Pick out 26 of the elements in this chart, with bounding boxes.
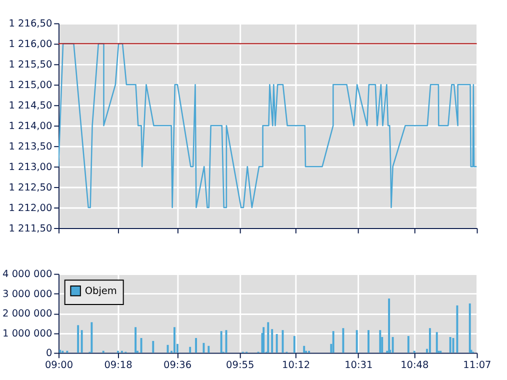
y-tick-label: 1 000 000 <box>2 328 52 340</box>
y-tick-label: 1 215,00 <box>8 80 52 92</box>
y-tick-label: 1 216,00 <box>8 39 52 50</box>
y-tick-label: 1 212,50 <box>8 182 52 194</box>
line-series <box>58 43 477 208</box>
y-tick-label: 3 000 000 <box>2 288 52 300</box>
y-tick-label: 1 214,00 <box>8 121 52 132</box>
y-tick-label: 1 215,50 <box>8 60 52 71</box>
y-tick-label: 1 212,00 <box>8 202 52 214</box>
x-tick-label: 10:48 <box>400 360 429 371</box>
x-tick-label: 09:55 <box>226 360 254 371</box>
y-tick-label: 1 216,50 <box>8 18 52 30</box>
x-tick-label: 11:07 <box>463 360 492 371</box>
y-tick-label: 1 211,50 <box>8 223 52 234</box>
y-tick-label: 1 213,00 <box>8 162 52 173</box>
legend-label: Objem <box>84 286 117 297</box>
y-tick-label: 1 214,50 <box>8 100 52 112</box>
y-tick-label: 1 213,50 <box>8 142 52 153</box>
x-tick-label: 10:12 <box>282 360 310 371</box>
x-tick-label: 09:18 <box>104 360 132 371</box>
y-tick-label: 0 <box>46 348 52 360</box>
y-tick-label: 2 000 000 <box>2 308 52 320</box>
y-tick-label: 4 000 000 <box>2 269 52 280</box>
x-tick-label: 09:36 <box>163 360 192 371</box>
x-tick-label: 10:31 <box>344 360 373 371</box>
x-tick-label: 09:00 <box>44 360 74 371</box>
